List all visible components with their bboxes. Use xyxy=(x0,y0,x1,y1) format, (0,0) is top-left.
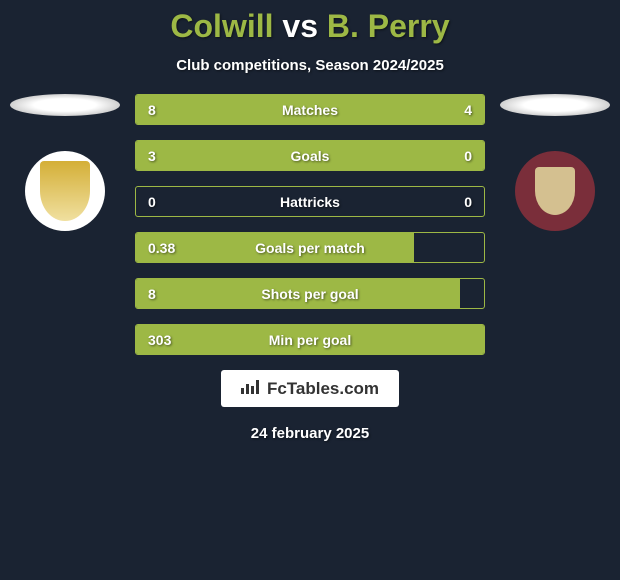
metric-value-left: 8 xyxy=(148,286,156,302)
metric-row: 0 Hattricks 0 xyxy=(135,186,485,217)
subtitle: Club competitions, Season 2024/2025 xyxy=(176,57,444,74)
player2-name: B. Perry xyxy=(327,8,450,44)
metric-label: Min per goal xyxy=(269,332,351,348)
crest-icon xyxy=(40,161,90,221)
vs-label: vs xyxy=(282,8,318,44)
player2-placeholder xyxy=(500,94,610,116)
metric-value-left: 8 xyxy=(148,102,156,118)
metric-row: 0.38 Goals per match xyxy=(135,232,485,263)
club-badge-right xyxy=(515,151,595,231)
date-label: 24 february 2025 xyxy=(251,425,369,442)
crest-icon xyxy=(535,167,575,215)
player1-name: Colwill xyxy=(170,8,273,44)
metric-label: Goals per match xyxy=(255,240,365,256)
metric-value-right: 0 xyxy=(464,194,472,210)
metric-label: Shots per goal xyxy=(261,286,358,302)
metric-row: 8 Shots per goal xyxy=(135,278,485,309)
player1-placeholder xyxy=(10,94,120,116)
club-badge-left xyxy=(25,151,105,231)
metric-value-left: 303 xyxy=(148,332,171,348)
bar-fill-left xyxy=(136,141,397,170)
metric-row: 8 Matches 4 xyxy=(135,94,485,125)
bars-column: 8 Matches 4 3 Goals 0 0 Hattricks 0 0.38 Goals per… xyxy=(135,94,485,355)
brand-box: FcTables.com xyxy=(221,370,399,407)
metric-value-left: 3 xyxy=(148,148,156,164)
left-column xyxy=(5,94,125,231)
metric-value-right: 0 xyxy=(464,148,472,164)
metric-value-left: 0 xyxy=(148,194,156,210)
metric-label: Goals xyxy=(291,148,330,164)
metric-row: 3 Goals 0 xyxy=(135,140,485,171)
main-area: 8 Matches 4 3 Goals 0 0 Hattricks 0 0.38 Goals per… xyxy=(0,94,620,355)
comparison-title: Colwill vs B. Perry xyxy=(170,8,449,45)
metric-value-right: 4 xyxy=(464,102,472,118)
metric-label: Hattricks xyxy=(280,194,340,210)
chart-icon xyxy=(241,378,261,399)
right-column xyxy=(495,94,615,231)
metric-row: 303 Min per goal xyxy=(135,324,485,355)
brand-text: FcTables.com xyxy=(267,379,379,399)
metric-value-left: 0.38 xyxy=(148,240,175,256)
metric-label: Matches xyxy=(282,102,338,118)
